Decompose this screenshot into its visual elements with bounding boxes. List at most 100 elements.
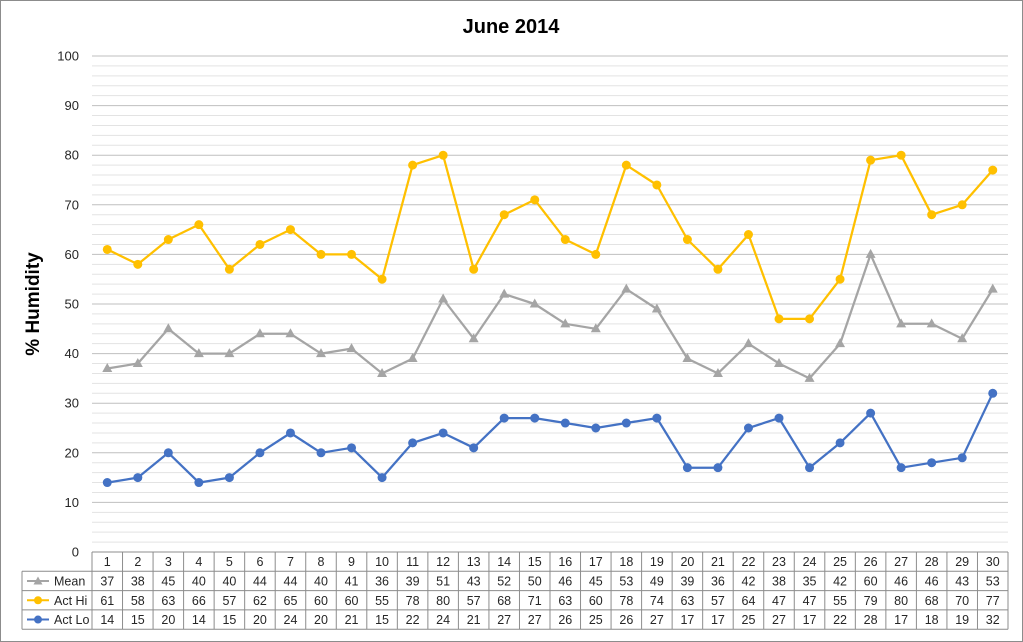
data-table-value: 28 <box>864 613 878 627</box>
legend-entry: Act Lo <box>54 613 89 627</box>
series-line <box>107 392 994 484</box>
data-point <box>377 274 387 284</box>
data-table-value: 26 <box>558 613 572 627</box>
data-point <box>896 463 906 473</box>
data-point <box>529 298 540 308</box>
data-table-value: 15 <box>222 613 236 627</box>
data-point <box>682 353 693 363</box>
data-point <box>774 358 784 368</box>
x-tick-label: 9 <box>348 555 355 569</box>
data-point <box>743 423 753 433</box>
data-table-value: 17 <box>894 613 908 627</box>
data-table-value: 60 <box>864 574 878 588</box>
data-table-value: 70 <box>955 594 969 608</box>
data-point <box>194 478 204 488</box>
data-point <box>774 413 784 423</box>
data-point <box>133 473 143 483</box>
data-table-value: 46 <box>894 574 908 588</box>
x-tick-label: 13 <box>467 555 481 569</box>
data-table-value: 53 <box>619 574 633 588</box>
data-point <box>927 210 937 220</box>
data-point <box>927 458 937 468</box>
data-table-value: 57 <box>467 594 481 608</box>
data-table-value: 47 <box>803 594 817 608</box>
x-tick-label: 20 <box>680 555 694 569</box>
y-tick-label: 80 <box>65 148 79 163</box>
x-tick-label: 8 <box>318 555 325 569</box>
data-point <box>408 160 418 170</box>
x-tick-label: 11 <box>406 555 419 569</box>
data-point <box>102 362 113 372</box>
data-point <box>316 448 326 458</box>
data-point <box>530 195 540 205</box>
data-table-value: 21 <box>345 613 359 627</box>
data-point <box>560 235 570 245</box>
data-table-value: 39 <box>680 574 694 588</box>
data-table-value: 38 <box>131 574 145 588</box>
data-point <box>224 348 235 358</box>
data-table-value: 14 <box>100 613 114 627</box>
data-table-value: 74 <box>650 594 664 608</box>
data-table-value: 62 <box>253 594 267 608</box>
data-point <box>866 408 876 418</box>
data-point <box>652 413 662 423</box>
data-point <box>102 244 112 254</box>
data-table-value: 68 <box>925 594 939 608</box>
data-point <box>255 448 265 458</box>
data-table-value: 32 <box>986 613 1000 627</box>
data-table-value: 57 <box>711 594 725 608</box>
x-tick-label: 15 <box>528 555 542 569</box>
data-table-value: 43 <box>955 574 969 588</box>
data-point <box>285 225 295 235</box>
data-table-value: 63 <box>161 594 175 608</box>
data-table-value: 25 <box>589 613 603 627</box>
chart-title: June 2014 <box>463 16 561 38</box>
data-table-value: 55 <box>375 594 389 608</box>
data-point <box>316 348 326 358</box>
data-table-value: 35 <box>803 574 817 588</box>
series-lines <box>106 154 994 484</box>
data-point <box>591 249 601 259</box>
data-table-value: 47 <box>772 594 786 608</box>
data-point <box>835 438 845 448</box>
legend-key-marker <box>33 576 43 585</box>
data-table-value: 46 <box>558 574 572 588</box>
data-point <box>469 443 479 453</box>
data-point <box>255 239 265 249</box>
data-point <box>163 323 174 333</box>
data-table-value: 58 <box>131 594 145 608</box>
data-point <box>499 210 509 220</box>
data-point <box>285 428 295 438</box>
data-table-value: 38 <box>772 574 786 588</box>
x-tick-label: 21 <box>711 555 725 569</box>
data-point <box>835 338 846 348</box>
data-table-value: 78 <box>406 594 420 608</box>
data-point <box>560 318 571 328</box>
data-point <box>988 165 998 175</box>
data-point <box>590 323 601 333</box>
data-table-value: 36 <box>375 574 389 588</box>
data-point <box>743 230 753 240</box>
data-point <box>957 333 968 343</box>
data-table-value: 20 <box>253 613 267 627</box>
x-tick-label: 18 <box>619 555 633 569</box>
y-tick-label: 60 <box>65 247 79 262</box>
data-table-value: 80 <box>436 594 450 608</box>
x-tick-label: 30 <box>986 555 1000 569</box>
data-table-value: 55 <box>833 594 847 608</box>
data-table-value: 44 <box>284 574 298 588</box>
data-point <box>407 353 418 363</box>
data-table-value: 79 <box>864 594 878 608</box>
data-table-value: 49 <box>650 574 664 588</box>
data-point <box>866 155 876 165</box>
x-tick-label: 12 <box>436 555 450 569</box>
data-table-value: 46 <box>925 574 939 588</box>
data-point <box>621 418 631 428</box>
x-tick-label: 10 <box>375 555 389 569</box>
y-tick-label: 30 <box>65 396 79 411</box>
data-table-value: 63 <box>558 594 572 608</box>
data-point <box>224 264 234 274</box>
data-point <box>896 318 907 328</box>
data-point <box>621 160 631 170</box>
